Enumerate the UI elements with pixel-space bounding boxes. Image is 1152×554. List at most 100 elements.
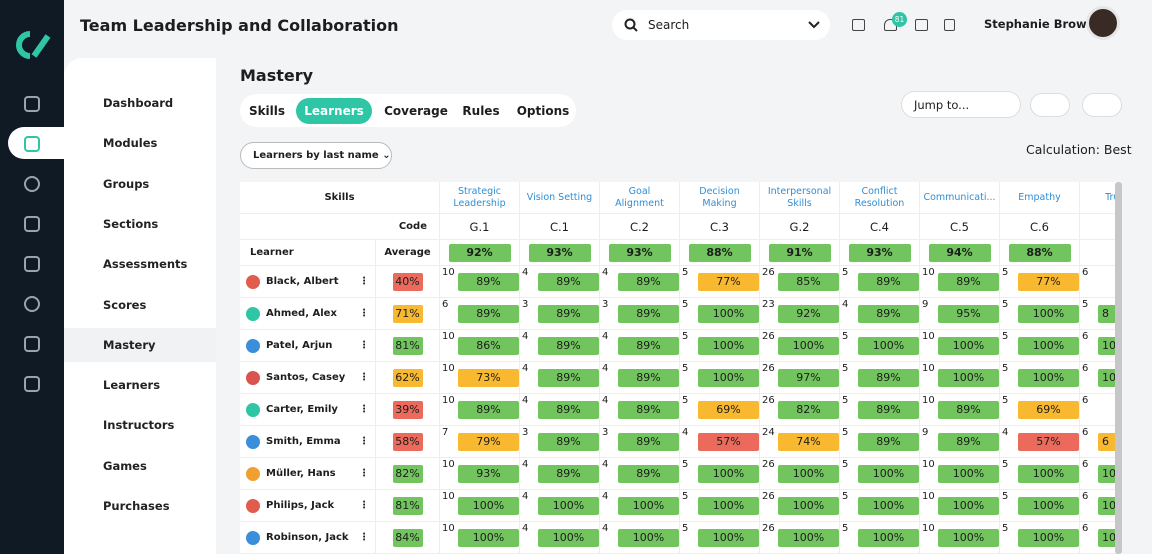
nav-item[interactable]: Mastery: [64, 327, 216, 362]
nav-item[interactable]: Instructors: [64, 408, 216, 442]
skill-name: Interpersonal Skills: [760, 182, 840, 214]
attempt-count: 3: [522, 427, 529, 438]
row-menu[interactable]: ⋮: [359, 372, 369, 383]
row-menu[interactable]: ⋮: [359, 404, 369, 415]
attempt-count: 10: [442, 363, 455, 374]
rail-icon[interactable]: [24, 296, 40, 312]
learner-name[interactable]: Black, Albert: [266, 276, 339, 287]
score-pill: 82%: [392, 464, 423, 483]
attempt-count: 4: [602, 523, 609, 534]
mail-icon[interactable]: [852, 19, 865, 31]
rail-icon[interactable]: [24, 136, 40, 152]
learner-average: 84%: [376, 522, 440, 554]
jump-select[interactable]: Jump to...: [901, 91, 1021, 118]
tab[interactable]: Skills: [248, 104, 286, 118]
calendar-icon[interactable]: [915, 19, 928, 31]
score-pill: 97%: [778, 368, 839, 387]
score-pill: 74%: [778, 432, 839, 451]
learner-name[interactable]: Ahmed, Alex: [266, 308, 337, 319]
attempt-count: 5: [842, 267, 849, 278]
attempt-count: 10: [442, 395, 455, 406]
rail-active: [8, 127, 64, 159]
score-pill: 100%: [698, 336, 759, 355]
scrollbar[interactable]: [1115, 182, 1122, 554]
skill-average: 94%: [920, 240, 1000, 266]
rail-icon[interactable]: [24, 216, 40, 232]
score-pill: 100%: [778, 464, 839, 483]
tab[interactable]: Coverage: [384, 104, 448, 118]
learner-name[interactable]: Müller, Hans: [266, 468, 336, 479]
nav-item[interactable]: Learners: [64, 368, 216, 402]
attempt-count: 4: [682, 427, 689, 438]
score-pill: 89%: [618, 432, 679, 451]
nav-item[interactable]: Games: [64, 449, 216, 483]
settings-button[interactable]: [1030, 93, 1070, 117]
nav-item[interactable]: Groups: [64, 167, 216, 201]
score-pill: 57%: [698, 432, 759, 451]
attempt-count: 4: [602, 363, 609, 374]
row-menu[interactable]: ⋮: [359, 308, 369, 319]
score-pill: 100%: [698, 368, 759, 387]
score-pill: 100%: [858, 528, 919, 547]
attempt-count: 5: [842, 523, 849, 534]
score-pill: 95%: [938, 304, 999, 323]
expand-button[interactable]: [1082, 93, 1122, 117]
score-pill: 89%: [458, 272, 519, 291]
learner-average: 82%: [376, 458, 440, 490]
rail-icon[interactable]: [24, 256, 40, 272]
row-menu[interactable]: ⋮: [359, 500, 369, 511]
row-menu[interactable]: ⋮: [359, 340, 369, 351]
skill-code: G.2: [760, 214, 840, 240]
skill-code: C.2: [600, 214, 680, 240]
score-cell: 10 100%: [440, 490, 520, 522]
learner-name[interactable]: Carter, Emily: [266, 404, 338, 415]
row-menu[interactable]: ⋮: [359, 436, 369, 447]
sort-dropdown[interactable]: Learners by last name ⌄: [240, 142, 392, 169]
rail-icon[interactable]: [24, 336, 40, 352]
learner-name[interactable]: Robinson, Jack: [266, 532, 349, 543]
attempt-count: 6: [1082, 395, 1089, 406]
rail-icon[interactable]: [24, 376, 40, 392]
attempt-count: 23: [762, 299, 775, 310]
nav-item[interactable]: Dashboard: [64, 86, 216, 120]
attempt-count: 10: [922, 459, 935, 470]
nav-item[interactable]: Modules: [64, 126, 216, 160]
score-pill: 89%: [938, 400, 999, 419]
learner-name[interactable]: Philips, Jack: [266, 500, 335, 511]
nav-item[interactable]: Scores: [64, 288, 216, 322]
tab[interactable]: Rules: [462, 104, 500, 118]
user-avatar[interactable]: [1086, 6, 1120, 40]
nav-item[interactable]: Sections: [64, 207, 216, 241]
score-pill: 10: [1098, 528, 1118, 547]
search-box[interactable]: Search: [612, 10, 830, 40]
score-cell: 4 100%: [600, 522, 680, 554]
attempt-count: 26: [762, 459, 775, 470]
attempt-count: 5: [682, 395, 689, 406]
rail-icon[interactable]: [24, 96, 40, 112]
learner-cell: Santos, Casey ⋮: [240, 362, 376, 394]
learner-name[interactable]: Patel, Arjun: [266, 340, 333, 351]
tab[interactable]: Learners: [296, 98, 372, 124]
attempt-count: 10: [922, 267, 935, 278]
score-pill: 100%: [698, 464, 759, 483]
attempt-count: 5: [682, 523, 689, 534]
score-cell: 10 89%: [440, 266, 520, 298]
nav-item[interactable]: Assessments: [64, 247, 216, 281]
trash-icon[interactable]: [944, 19, 955, 31]
score-pill: 100%: [938, 528, 999, 547]
score-cell: 4 89%: [520, 330, 600, 362]
score-pill: 100%: [858, 464, 919, 483]
search-placeholder: Search: [648, 18, 690, 32]
skill-average: 88%: [1000, 240, 1080, 266]
tab[interactable]: Options: [516, 104, 570, 118]
nav-item[interactable]: Purchases: [64, 489, 216, 523]
row-menu[interactable]: ⋮: [359, 276, 369, 287]
row-menu[interactable]: ⋮: [359, 468, 369, 479]
score-pill: 100%: [538, 528, 599, 547]
rail-icon[interactable]: [24, 176, 40, 192]
score-pill: 100%: [938, 464, 999, 483]
learner-name[interactable]: Santos, Casey: [266, 372, 346, 383]
score-cell: 4 89%: [600, 330, 680, 362]
learner-name[interactable]: Smith, Emma: [266, 436, 341, 447]
row-menu[interactable]: ⋮: [359, 532, 369, 543]
